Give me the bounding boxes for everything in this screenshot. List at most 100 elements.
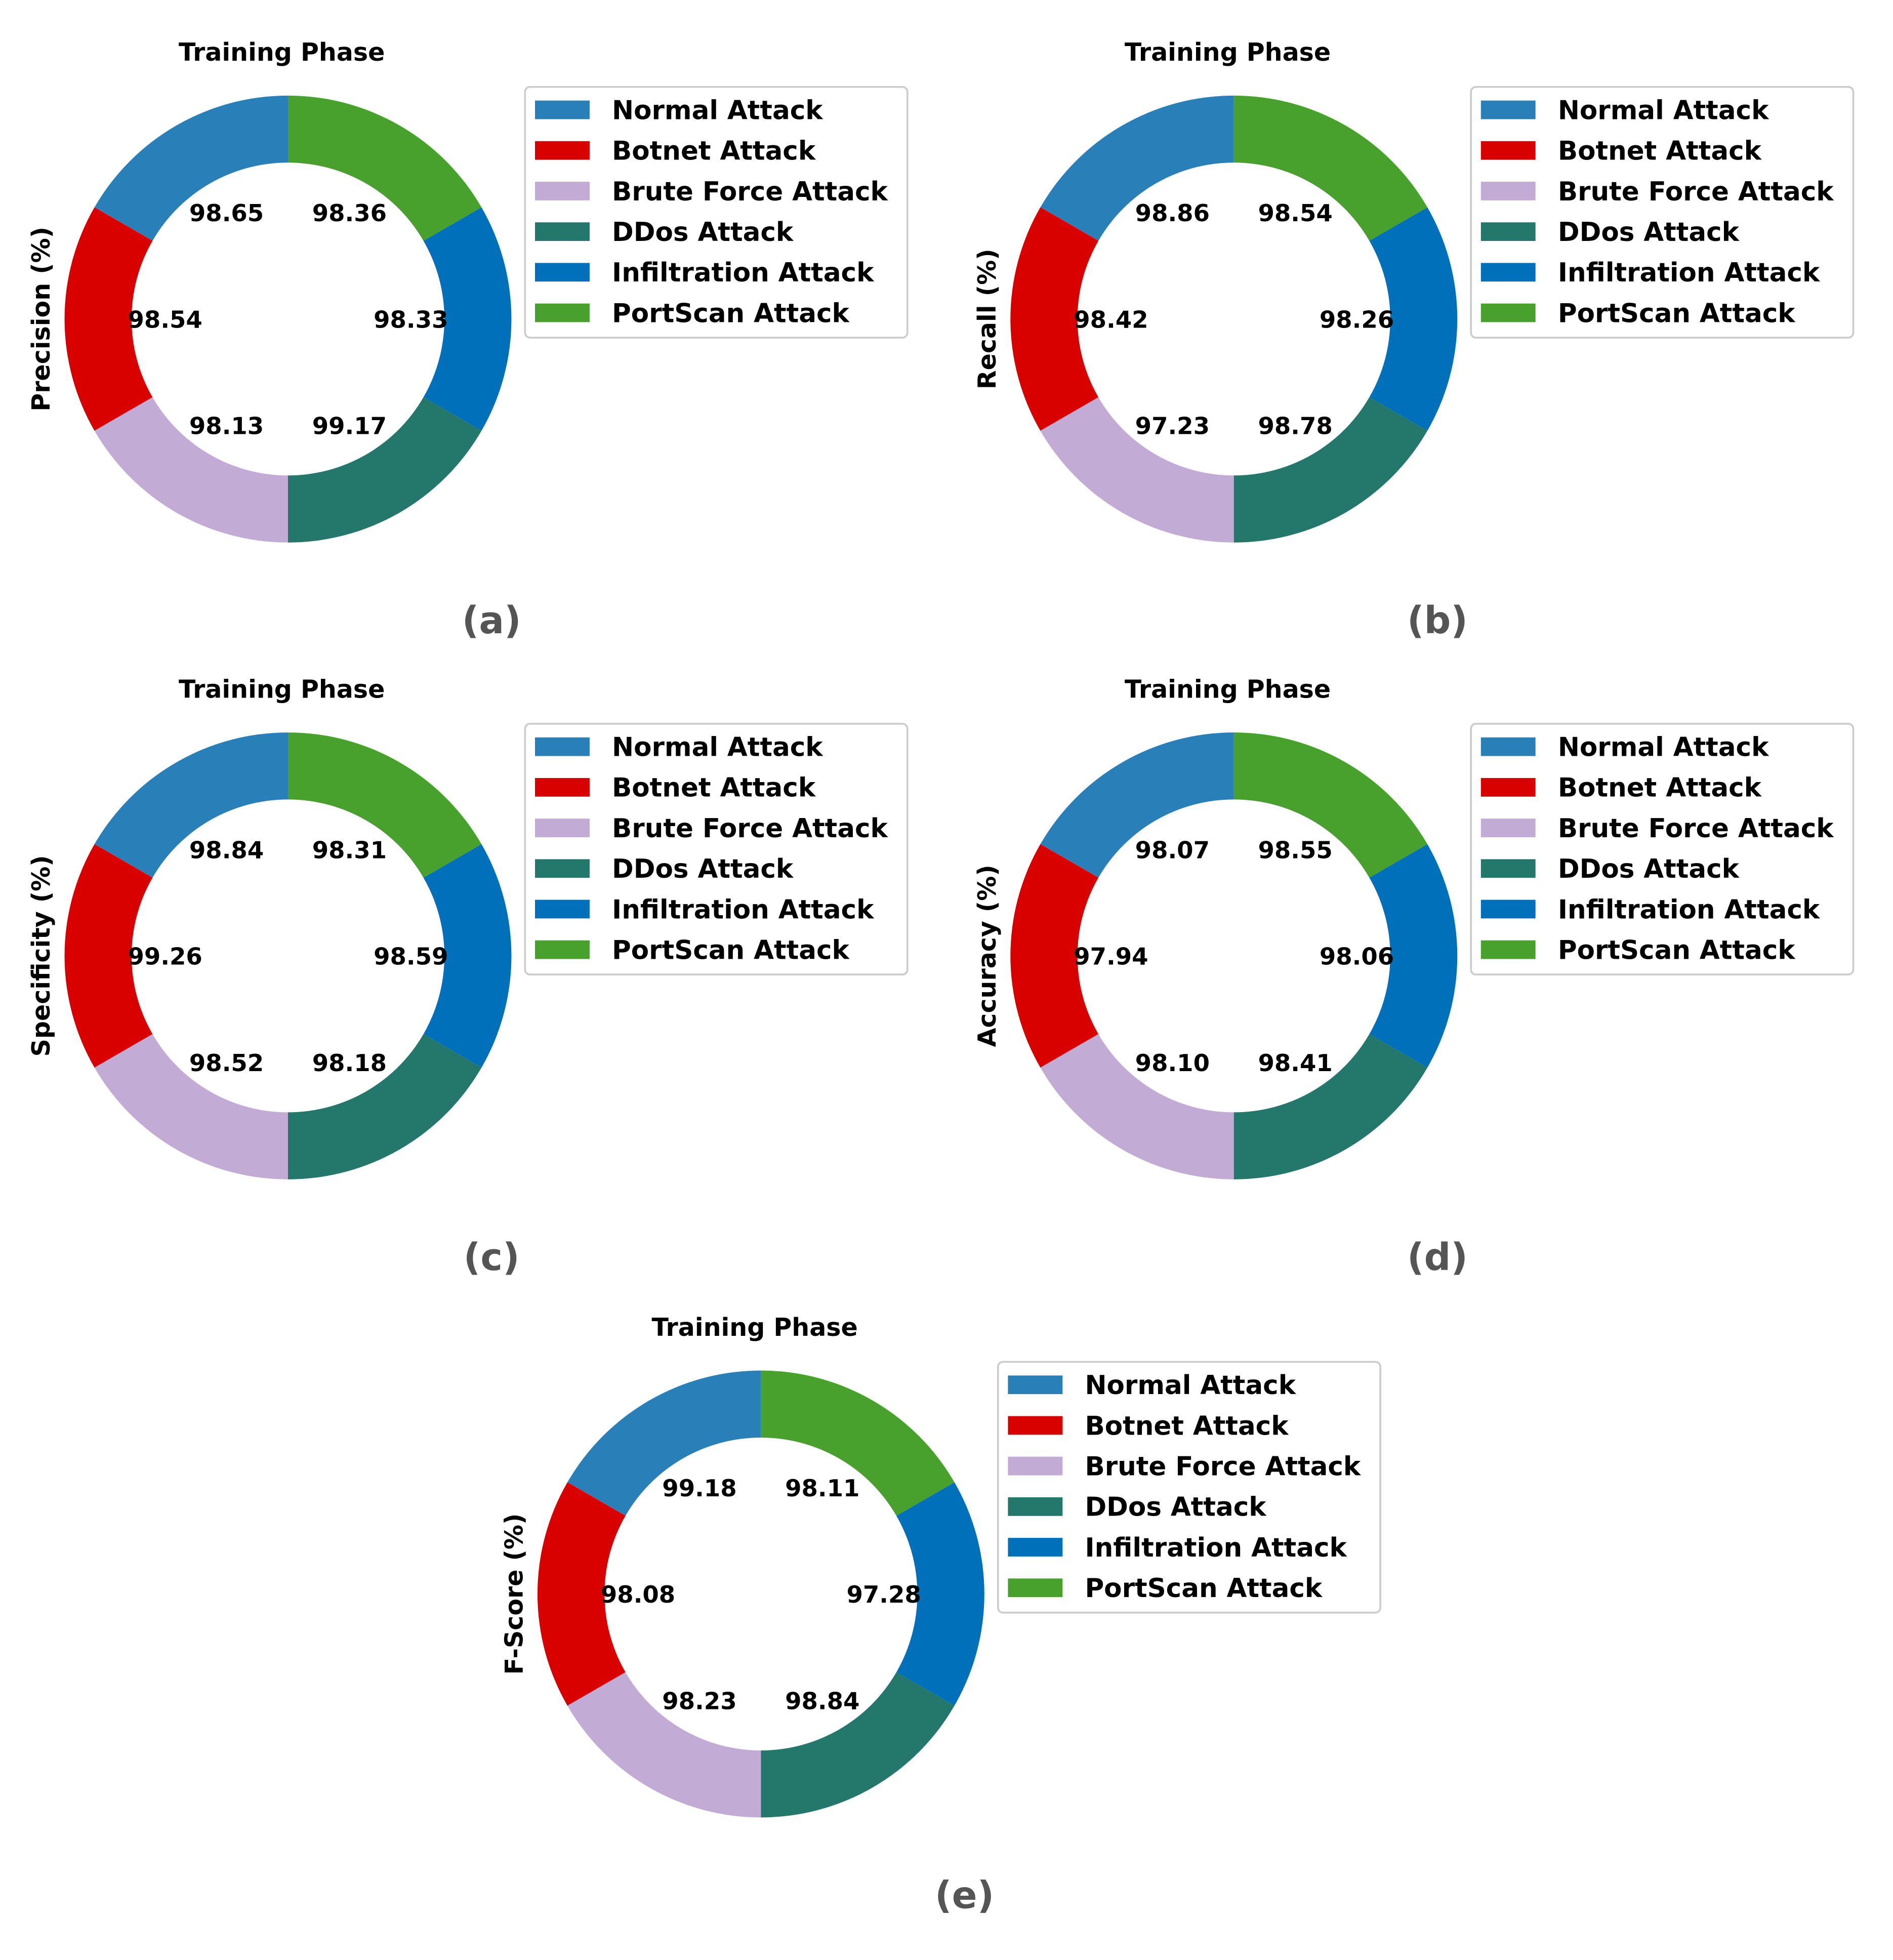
slice-botnet-attack [1010, 207, 1099, 431]
slice-botnet-attack [64, 207, 153, 431]
legend-swatch-ddos-attack [535, 859, 590, 878]
slice-brute-force-attack [94, 397, 288, 543]
legend-swatch-infiltration-attack [1480, 900, 1536, 919]
legend: Normal Attack Botnet Attack Brute Force At… [524, 86, 909, 339]
slice-portscan-attack [287, 95, 482, 241]
slice-portscan-attack [1233, 95, 1428, 241]
legend-swatch-portscan-attack [535, 303, 590, 322]
legend: Normal Attack Botnet Attack Brute Force At… [524, 722, 909, 976]
legend-swatch-brute-force-attack [535, 182, 590, 200]
slice-normal-attack [1040, 95, 1234, 241]
value-label-brute-force-attack: 97.23 [1135, 413, 1210, 440]
slice-botnet-attack [64, 844, 153, 1068]
legend-swatch-infiltration-attack [1480, 263, 1536, 282]
value-label-botnet-attack: 98.08 [601, 1581, 675, 1608]
value-label-ddos-attack: 98.41 [1258, 1049, 1332, 1077]
chart-title: Training Phase [1125, 37, 1331, 67]
panel-caption: (a) [462, 599, 521, 642]
legend: Normal Attack Botnet Attack Brute Force At… [1470, 86, 1855, 339]
legend-box [524, 722, 909, 976]
panel-1: Training Phase Precision (%) 98.65 98.54 98.… [26, 37, 909, 642]
legend-swatch-ddos-attack [535, 222, 590, 241]
value-label-infiltration-attack: 98.26 [1320, 306, 1394, 333]
value-label-botnet-attack: 97.94 [1074, 943, 1148, 970]
legend-label-infiltration-attack: Infiltration Attack [1558, 894, 1821, 925]
panel-2: Training Phase Recall (%) 98.86 98.42 97.23 9… [972, 37, 1855, 642]
panel-caption: (e) [935, 1874, 994, 1917]
legend-label-portscan-attack: PortScan Attack [612, 298, 850, 329]
value-label-ddos-attack: 99.17 [312, 413, 387, 440]
legend-label-brute-force-attack: Brute Force Attack [1085, 1452, 1361, 1482]
legend-swatch-botnet-attack [1480, 778, 1536, 797]
legend-label-normal-attack: Normal Attack [612, 95, 824, 126]
y-axis-label: Accuracy (%) [972, 865, 1002, 1047]
value-label-ddos-attack: 98.84 [785, 1687, 859, 1714]
legend-label-brute-force-attack: Brute Force Attack [1558, 177, 1834, 207]
y-axis-label: Specificity (%) [26, 855, 56, 1056]
legend-swatch-normal-attack [535, 100, 590, 119]
slice-brute-force-attack [567, 1672, 761, 1818]
legend-swatch-brute-force-attack [535, 819, 590, 837]
legend-swatch-normal-attack [1008, 1375, 1063, 1395]
legend-label-normal-attack: Normal Attack [1558, 732, 1769, 763]
slice-botnet-attack [537, 1482, 626, 1706]
slice-ddos-attack [287, 1034, 482, 1179]
legend-label-normal-attack: Normal Attack [612, 732, 824, 763]
panel-4: Training Phase Accuracy (%) 98.07 97.94 98.1… [972, 674, 1855, 1279]
legend-label-botnet-attack: Botnet Attack [1085, 1411, 1289, 1441]
legend-label-infiltration-attack: Infiltration Attack [1085, 1533, 1347, 1563]
legend-label-normal-attack: Normal Attack [1558, 95, 1769, 126]
legend-swatch-brute-force-attack [1480, 182, 1536, 200]
legend-swatch-infiltration-attack [1008, 1538, 1063, 1557]
legend-label-portscan-attack: PortScan Attack [1558, 935, 1796, 966]
panel-caption: (d) [1407, 1236, 1468, 1279]
slice-ddos-attack [761, 1672, 955, 1818]
legend-label-botnet-attack: Botnet Attack [612, 773, 816, 803]
value-label-normal-attack: 98.84 [189, 836, 264, 864]
value-label-brute-force-attack: 98.10 [1135, 1049, 1210, 1077]
y-axis-label: Recall (%) [972, 249, 1002, 389]
legend-swatch-portscan-attack [1008, 1578, 1063, 1598]
legend: Normal Attack Botnet Attack Brute Force At… [1470, 722, 1855, 976]
legend-label-brute-force-attack: Brute Force Attack [612, 177, 888, 207]
chart-title: Training Phase [651, 1313, 857, 1342]
legend-swatch-normal-attack [535, 737, 590, 756]
value-label-ddos-attack: 98.18 [312, 1049, 387, 1077]
legend-label-infiltration-attack: Infiltration Attack [1558, 258, 1821, 288]
value-label-normal-attack: 98.07 [1135, 836, 1210, 864]
value-label-botnet-attack: 98.42 [1074, 306, 1148, 333]
legend-label-ddos-attack: DDos Attack [612, 217, 794, 248]
legend-swatch-ddos-attack [1480, 222, 1536, 241]
legend-label-infiltration-attack: Infiltration Attack [612, 258, 875, 288]
legend-label-portscan-attack: PortScan Attack [1558, 298, 1796, 329]
chart-title: Training Phase [179, 674, 385, 704]
legend-box [1470, 722, 1855, 976]
chart-title: Training Phase [1125, 674, 1331, 704]
slice-ddos-attack [1233, 1034, 1428, 1179]
legend-swatch-botnet-attack [535, 778, 590, 797]
panel-caption: (b) [1407, 599, 1468, 642]
panel-caption: (c) [464, 1236, 520, 1279]
legend-swatch-botnet-attack [535, 141, 590, 160]
legend-label-botnet-attack: Botnet Attack [1558, 773, 1762, 803]
legend-swatch-brute-force-attack [1008, 1456, 1063, 1476]
value-label-portscan-attack: 98.55 [1258, 836, 1332, 864]
legend-label-ddos-attack: DDos Attack [1085, 1492, 1267, 1523]
legend-swatch-ddos-attack [1008, 1497, 1063, 1516]
value-label-portscan-attack: 98.11 [785, 1475, 859, 1502]
legend-box [1470, 86, 1855, 339]
legend-label-botnet-attack: Botnet Attack [612, 136, 816, 167]
slice-infiltration-attack [896, 1482, 984, 1706]
legend-label-infiltration-attack: Infiltration Attack [612, 894, 875, 925]
y-axis-label: F-Score (%) [499, 1514, 528, 1675]
legend-swatch-portscan-attack [1480, 303, 1536, 322]
value-label-infiltration-attack: 98.59 [374, 943, 448, 970]
slice-ddos-attack [287, 397, 482, 543]
value-label-botnet-attack: 98.54 [128, 306, 202, 333]
legend-swatch-infiltration-attack [535, 263, 590, 282]
slice-brute-force-attack [94, 1034, 288, 1179]
panel-5: Training Phase F-Score (%) 99.18 98.08 98.23… [499, 1313, 1381, 1917]
value-label-infiltration-attack: 97.28 [846, 1581, 921, 1608]
value-label-botnet-attack: 99.26 [128, 943, 202, 970]
